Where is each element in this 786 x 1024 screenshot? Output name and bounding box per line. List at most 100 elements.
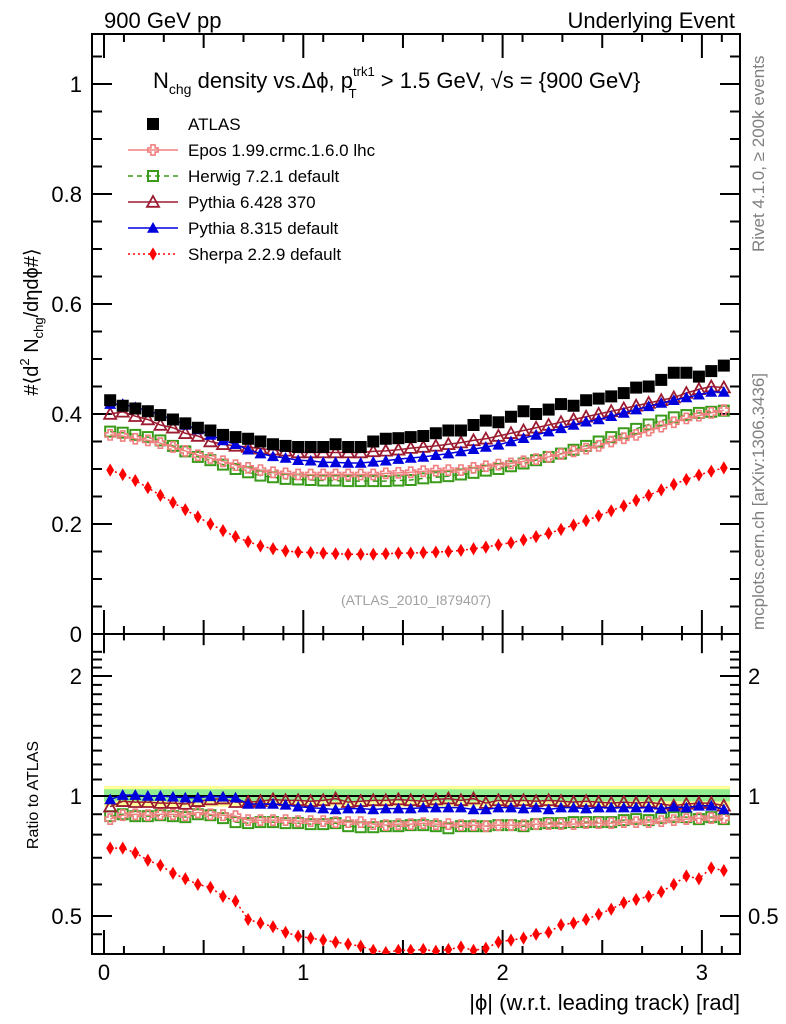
ratio-data-point	[519, 931, 528, 945]
data-point	[141, 431, 154, 444]
ratio-data-point	[304, 818, 317, 831]
ratio-data-point	[381, 945, 390, 954]
ratio-data-point	[242, 814, 254, 827]
data-point	[431, 545, 440, 559]
ratio-data-point	[367, 818, 380, 831]
ratio-data-point	[156, 858, 165, 872]
ratio-data-point	[555, 818, 567, 831]
ratio-data-point	[630, 813, 643, 826]
header-right-label: Underlying Event	[567, 8, 735, 33]
data-point	[231, 530, 240, 544]
data-point	[118, 467, 127, 482]
ratio-data-point	[617, 816, 630, 829]
ratio-data-point	[467, 803, 480, 815]
legend-label: Epos 1.99.crmc.1.6.0 lhc	[188, 141, 376, 160]
ratio-data-point	[481, 941, 490, 954]
data-point	[342, 468, 355, 481]
ratio-data-point	[177, 796, 193, 810]
ratio-data-point	[204, 808, 217, 821]
data-point	[191, 421, 204, 434]
data-point	[292, 468, 305, 481]
ylabel-part3: /dηdϕ#⟩	[21, 248, 43, 317]
ratio-data-point	[530, 818, 542, 831]
ratio-data-point	[206, 880, 215, 894]
ratio-data-point	[682, 869, 691, 883]
data-point	[630, 422, 643, 435]
ratio-data-point	[118, 841, 127, 855]
legend-marker	[147, 170, 159, 182]
ratio-data-point	[317, 802, 330, 814]
ratio-data-point	[404, 802, 417, 814]
data-point	[554, 398, 567, 411]
data-point	[492, 458, 505, 471]
data-point	[667, 366, 680, 379]
ratio-data-point	[242, 797, 255, 809]
data-point	[267, 450, 280, 462]
ratio-data-point	[131, 846, 140, 860]
data-point	[530, 428, 543, 440]
series-line	[110, 409, 724, 482]
data-point	[481, 540, 490, 554]
ratio-data-point	[544, 925, 553, 939]
data-point	[304, 468, 317, 481]
data-point	[417, 450, 430, 462]
data-point	[582, 514, 591, 528]
series-line	[110, 409, 724, 476]
ratio-data-point	[457, 940, 465, 954]
x-tick-label: 3	[696, 960, 708, 985]
ratio-data-point	[379, 819, 392, 832]
data-point	[392, 432, 405, 445]
data-point	[544, 526, 553, 540]
ratio-data-point	[505, 819, 517, 832]
ratio-data-point	[279, 817, 292, 830]
legend-marker	[147, 144, 159, 156]
ratio-data-point	[465, 790, 482, 805]
data-point	[479, 460, 492, 473]
data-point	[605, 410, 618, 421]
ratio-data-point	[567, 818, 580, 831]
ratio-data-point	[306, 931, 315, 945]
data-point	[642, 424, 655, 437]
data-point	[404, 466, 417, 479]
data-point	[630, 381, 643, 394]
data-point	[592, 392, 605, 405]
data-point	[669, 477, 678, 491]
xlabel: |ϕ| (w.r.t. leading track) [rad]	[469, 990, 740, 1015]
ratio-y-tick-label-right: 1	[748, 784, 760, 809]
data-point	[102, 406, 118, 420]
ratio-data-point	[115, 793, 131, 807]
ratio-data-point	[317, 818, 330, 831]
series-herwig	[104, 404, 730, 488]
data-point	[630, 403, 643, 415]
data-point	[317, 441, 330, 453]
rivet-label: Rivet 4.1.0, ≥ 200k events	[749, 56, 768, 252]
ratio-data-point	[216, 812, 229, 825]
ratio-data-point	[292, 800, 305, 812]
data-point	[542, 450, 555, 463]
data-point	[417, 430, 430, 442]
data-point	[457, 543, 465, 557]
legend-label: Pythia 6.428 370	[188, 193, 316, 212]
data-point	[406, 546, 415, 560]
ratio-data-point	[254, 797, 267, 809]
ratio-data-point	[582, 912, 591, 927]
data-point	[344, 547, 353, 561]
data-point	[693, 409, 705, 422]
ratio-data-point	[181, 872, 190, 886]
ratio-data-point	[517, 802, 530, 814]
data-point	[642, 418, 655, 431]
data-point	[342, 456, 355, 468]
series-line	[109, 467, 725, 555]
data-point	[216, 428, 229, 441]
data-point	[166, 413, 179, 426]
data-point	[417, 465, 430, 478]
ratio-data-point	[179, 809, 192, 822]
ylabel-sub: chg	[31, 317, 46, 338]
data-point	[279, 452, 292, 463]
ratio-y-tick-label-right: 0.5	[748, 904, 779, 929]
ratio-data-point	[717, 803, 730, 815]
data-point	[179, 444, 192, 457]
data-point	[129, 432, 142, 445]
data-point	[494, 538, 503, 552]
data-point	[630, 428, 643, 441]
